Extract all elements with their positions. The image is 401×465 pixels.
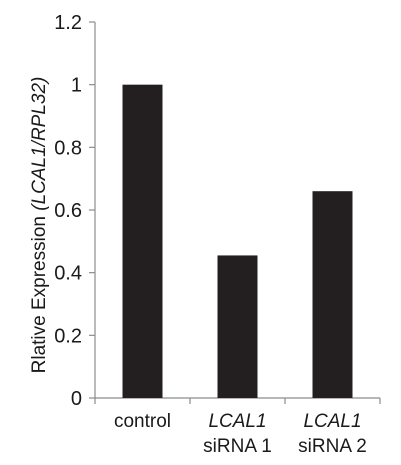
- x-category-label: control: [114, 411, 171, 432]
- svg-text:Rlative Expression (LCAL1/RPL3: Rlative Expression (LCAL1/RPL32): [29, 77, 50, 374]
- y-tick-label: 1: [71, 75, 82, 97]
- x-category-label-line: control: [114, 411, 171, 432]
- y-tick-label: 1.2: [54, 12, 82, 34]
- bar: [217, 255, 258, 398]
- bar: [312, 191, 353, 398]
- y-tick-label: 0.2: [54, 325, 82, 347]
- x-category-label-line: siRNA 1: [203, 436, 272, 457]
- x-category-label-line: LCAL1: [303, 411, 361, 432]
- y-tick-label: 0: [71, 388, 82, 410]
- y-tick-label: 0.8: [54, 137, 82, 159]
- x-category-label-line: LCAL1: [208, 411, 266, 432]
- x-category-label-line: siRNA 2: [298, 436, 367, 457]
- x-category-label: LCAL1 siRNA 2: [298, 411, 367, 457]
- y-axis-title: Rlative Expression (LCAL1/RPL32): [29, 77, 50, 374]
- y-axis-title-unit: (LCAL1/RPL32): [29, 77, 50, 211]
- y-tick-label: 0.6: [54, 200, 82, 222]
- x-category-label: LCAL1 siRNA 1: [203, 411, 272, 457]
- bar: [122, 84, 163, 399]
- y-tick-label: 0.4: [54, 263, 82, 285]
- y-axis-title-text: Rlative Expression: [29, 216, 50, 373]
